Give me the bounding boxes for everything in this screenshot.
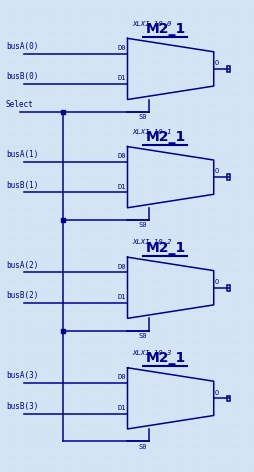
- Bar: [227, 285, 230, 291]
- Text: XLXI_10_0: XLXI_10_0: [132, 20, 171, 26]
- Text: O: O: [214, 169, 218, 174]
- Text: M2_1: M2_1: [146, 352, 186, 365]
- Text: Select: Select: [6, 100, 33, 109]
- Bar: [227, 396, 230, 401]
- Text: XLXI_10_2: XLXI_10_2: [132, 239, 171, 245]
- Bar: [227, 174, 230, 180]
- Text: D1: D1: [117, 184, 126, 190]
- Text: O: O: [214, 389, 218, 396]
- Text: XLXI_10_3: XLXI_10_3: [132, 349, 171, 356]
- Text: busA(0): busA(0): [6, 42, 38, 51]
- Text: XLXI_10_1: XLXI_10_1: [132, 128, 171, 135]
- Text: busB(0): busB(0): [6, 72, 38, 81]
- Text: M2_1: M2_1: [146, 130, 186, 144]
- Text: busA(3): busA(3): [6, 371, 38, 380]
- Text: O: O: [214, 60, 218, 66]
- Text: D0: D0: [117, 45, 126, 51]
- Text: S0: S0: [137, 222, 146, 228]
- Text: M2_1: M2_1: [146, 241, 186, 255]
- Text: busB(1): busB(1): [6, 181, 38, 190]
- Text: busB(3): busB(3): [6, 402, 38, 411]
- Text: D1: D1: [117, 76, 126, 81]
- Text: S0: S0: [137, 114, 146, 120]
- Text: M2_1: M2_1: [146, 22, 186, 36]
- Text: D0: D0: [117, 153, 126, 159]
- Text: D0: D0: [117, 264, 126, 270]
- Text: O: O: [214, 279, 218, 285]
- Bar: [227, 66, 230, 72]
- Text: busB(2): busB(2): [6, 291, 38, 300]
- Text: S0: S0: [137, 333, 146, 339]
- Text: D1: D1: [117, 405, 126, 411]
- Text: busA(2): busA(2): [6, 261, 38, 270]
- Text: D1: D1: [117, 294, 126, 300]
- Text: D0: D0: [117, 374, 126, 380]
- Text: busA(1): busA(1): [6, 150, 38, 159]
- Text: S0: S0: [137, 444, 146, 449]
